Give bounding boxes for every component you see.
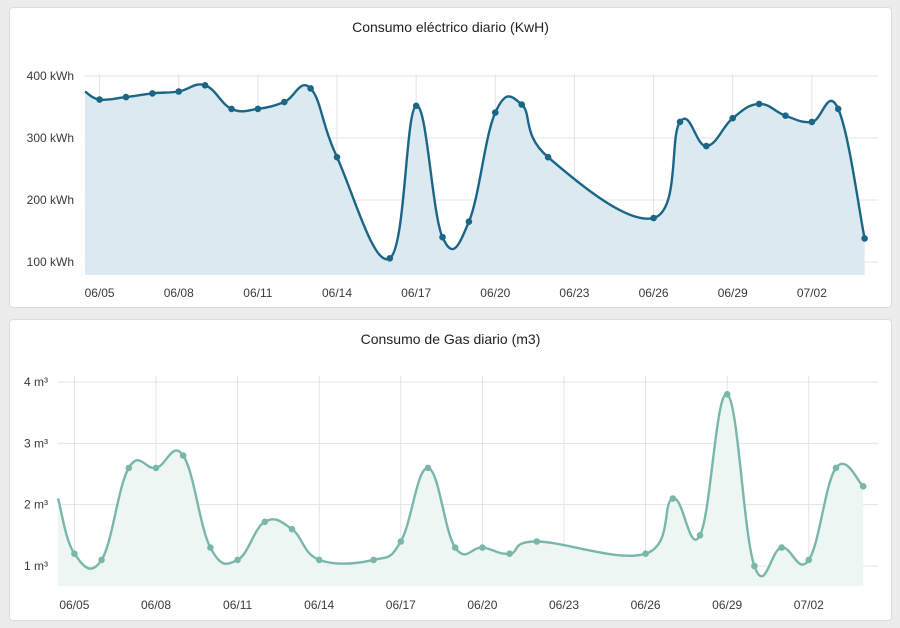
electric-data-point[interactable]: [149, 90, 156, 97]
electric-chart: 100 kWh 200 kWh 300 kWh 400 kWh 06/05 06/08 06…: [27, 69, 878, 300]
gas-y-tick-label: 4 m³: [24, 375, 48, 389]
electric-data-point[interactable]: [254, 105, 262, 113]
electric-data-point[interactable]: [201, 82, 209, 89]
gas-x-tick-label: 06/17: [386, 598, 416, 612]
gas-x-tick-label: 07/02: [794, 598, 824, 612]
gas-chart-card: Consumo de Gas diario (m3) 1 m³ 2 m³ 3 m³ 4…: [9, 319, 892, 621]
gas-data-point[interactable]: [261, 518, 269, 526]
electric-data-point[interactable]: [808, 118, 816, 126]
gas-data-point[interactable]: [533, 538, 541, 545]
electric-data-point[interactable]: [412, 102, 420, 110]
gas-data-point[interactable]: [315, 556, 323, 564]
electric-chart-title: Consumo eléctrico diario (KwH): [352, 19, 549, 35]
gas-data-point[interactable]: [479, 544, 486, 551]
gas-data-point[interactable]: [805, 556, 813, 564]
gas-y-tick-label: 3 m³: [24, 436, 48, 450]
gas-x-tick-label: 06/20: [467, 598, 497, 612]
electric-x-tick-label: 06/14: [322, 286, 352, 300]
electric-x-tick-label: 06/26: [639, 286, 669, 300]
electric-data-point[interactable]: [782, 112, 789, 119]
gas-x-tick-label: 06/23: [549, 598, 579, 612]
electric-data-point[interactable]: [861, 235, 868, 242]
gas-data-point[interactable]: [125, 464, 133, 472]
gas-data-point[interactable]: [207, 544, 214, 551]
electric-area: [85, 84, 865, 275]
electric-data-point[interactable]: [703, 142, 710, 150]
gas-data-point[interactable]: [451, 544, 459, 551]
gas-data-point[interactable]: [152, 464, 160, 472]
gas-x-tick-label: 06/14: [304, 598, 334, 612]
gas-y-tick-label: 1 m³: [24, 559, 48, 573]
gas-x-tick-label: 06/26: [631, 598, 661, 612]
gas-data-point[interactable]: [723, 391, 731, 398]
electric-data-point[interactable]: [175, 88, 182, 95]
electric-data-point[interactable]: [544, 153, 552, 161]
electric-x-tick-label: 06/17: [401, 286, 431, 300]
electric-data-point[interactable]: [834, 105, 842, 113]
gas-chart: 1 m³ 2 m³ 3 m³ 4 m³ 06/05 06/08 06/11 06/14 06/1…: [24, 375, 878, 612]
gas-data-point[interactable]: [778, 544, 785, 551]
electric-data-point[interactable]: [518, 101, 525, 108]
electric-y-tick-label: 200 kWh: [27, 193, 74, 207]
gas-data-point[interactable]: [71, 550, 78, 557]
gas-data-point[interactable]: [370, 556, 377, 564]
gas-data-point[interactable]: [696, 532, 704, 539]
electric-x-tick-label: 06/23: [559, 286, 589, 300]
electric-data-point[interactable]: [333, 153, 341, 161]
gas-series-line: [56, 393, 865, 578]
electric-x-tick-label: 07/02: [797, 286, 827, 300]
gas-data-point[interactable]: [288, 525, 296, 533]
gas-data-point[interactable]: [832, 464, 840, 472]
electric-data-point[interactable]: [281, 98, 288, 106]
gas-x-tick-label: 06/05: [59, 598, 89, 612]
electric-data-point[interactable]: [386, 255, 394, 262]
electric-x-tick-label: 06/05: [85, 286, 115, 300]
electric-data-point[interactable]: [650, 214, 657, 222]
electric-y-tick-label: 400 kWh: [27, 69, 74, 83]
electric-y-tick-label: 300 kWh: [27, 131, 74, 145]
electric-data-point[interactable]: [228, 105, 235, 113]
gas-data-point[interactable]: [859, 483, 867, 490]
gas-data-point[interactable]: [506, 550, 513, 557]
electric-x-tick-label: 06/20: [480, 286, 510, 300]
gas-x-tick-label: 06/08: [141, 598, 171, 612]
gas-data-point[interactable]: [751, 562, 758, 570]
electric-data-point[interactable]: [439, 233, 446, 241]
electric-data-point[interactable]: [676, 118, 684, 126]
electric-chart-card: Consumo eléctrico diario (KwH) 100 kWh 20…: [9, 7, 892, 308]
gas-x-tick-label: 06/11: [223, 598, 252, 612]
gas-x-tick-label: 06/29: [712, 598, 742, 612]
electric-data-point[interactable]: [307, 85, 314, 92]
gas-data-point[interactable]: [98, 556, 105, 564]
electric-x-tick-label: 06/08: [164, 286, 194, 300]
gas-data-point[interactable]: [179, 452, 187, 459]
gas-data-point[interactable]: [234, 556, 241, 564]
gas-data-point[interactable]: [669, 495, 677, 502]
gas-chart-title: Consumo de Gas diario (m3): [360, 331, 541, 347]
gas-points: [71, 391, 867, 570]
electric-data-point[interactable]: [755, 100, 763, 108]
gas-data-point[interactable]: [424, 464, 432, 472]
gas-data-point[interactable]: [642, 550, 649, 557]
electric-data-point[interactable]: [729, 114, 736, 122]
electric-data-point[interactable]: [465, 218, 473, 225]
electric-x-tick-label: 06/11: [243, 286, 272, 300]
electric-points: [96, 82, 868, 262]
gas-data-point[interactable]: [397, 538, 405, 545]
electric-x-tick-label: 06/29: [718, 286, 748, 300]
electric-data-point[interactable]: [122, 93, 130, 101]
electric-data-point[interactable]: [492, 109, 499, 116]
electric-data-point[interactable]: [96, 96, 103, 103]
gas-y-tick-label: 2 m³: [24, 498, 48, 512]
electric-y-tick-label: 100 kWh: [27, 255, 74, 269]
